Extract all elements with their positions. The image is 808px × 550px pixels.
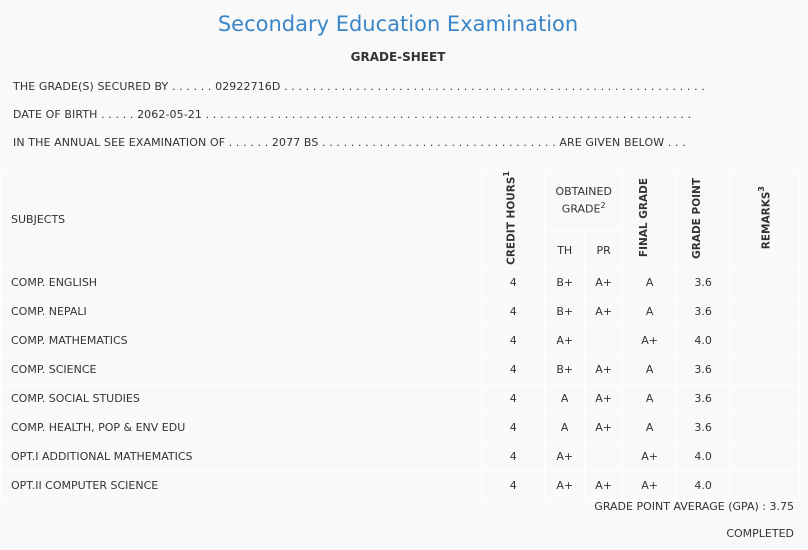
cell-remarks bbox=[729, 354, 800, 385]
cell-pr bbox=[584, 441, 624, 472]
header-subjects: SUBJECTS bbox=[0, 170, 483, 269]
cell-point: 3.6 bbox=[676, 354, 731, 385]
table-row: COMP. SCIENCE 4 B+ A+ A 3.6 bbox=[0, 354, 800, 385]
cell-subject: COMP. HEALTH, POP & ENV EDU bbox=[0, 412, 483, 443]
cell-final: A bbox=[622, 354, 678, 385]
cell-th: A+ bbox=[544, 325, 586, 356]
cell-remarks bbox=[729, 441, 800, 472]
cell-credit: 4 bbox=[481, 412, 546, 443]
header-final-grade: FINAL GRADE bbox=[622, 170, 678, 269]
secured-by-line: THE GRADE(S) SECURED BY . . . . . . 0292… bbox=[13, 80, 705, 93]
cell-th: A+ bbox=[544, 441, 586, 472]
cell-th: A bbox=[544, 412, 586, 443]
cell-point: 3.6 bbox=[676, 412, 731, 443]
cell-point: 3.6 bbox=[676, 267, 731, 298]
header-grade-point: GRADE POINT bbox=[676, 170, 731, 269]
cell-point: 3.6 bbox=[676, 383, 731, 414]
cell-th: B+ bbox=[544, 354, 586, 385]
cell-point: 4.0 bbox=[676, 325, 731, 356]
cell-final: A+ bbox=[622, 325, 678, 356]
table-row: COMP. SOCIAL STUDIES 4 A A+ A 3.6 bbox=[0, 383, 800, 414]
exam-line: IN THE ANNUAL SEE EXAMINATION OF . . . .… bbox=[13, 136, 686, 149]
cell-credit: 4 bbox=[481, 296, 546, 327]
cell-final: A bbox=[622, 296, 678, 327]
cell-pr: A+ bbox=[584, 354, 624, 385]
cell-pr: A+ bbox=[584, 383, 624, 414]
table-row: COMP. HEALTH, POP & ENV EDU 4 A A+ A 3.6 bbox=[0, 412, 800, 443]
cell-point: 4.0 bbox=[676, 470, 731, 501]
header-obtained-grade: OBTAINED GRADE2 bbox=[544, 169, 624, 233]
exam-title: Secondary Education Examination bbox=[217, 12, 579, 36]
table-row: OPT.II COMPUTER SCIENCE 4 A+ A+ A+ 4.0 bbox=[0, 470, 800, 501]
cell-subject: COMP. SOCIAL STUDIES bbox=[0, 383, 483, 414]
table-row: COMP. ENGLISH 4 B+ A+ A 3.6 bbox=[0, 267, 800, 298]
cell-remarks bbox=[729, 383, 800, 414]
cell-subject: OPT.I ADDITIONAL MATHEMATICS bbox=[0, 441, 483, 472]
cell-subject: COMP. MATHEMATICS bbox=[0, 325, 483, 356]
cell-subject: COMP. NEPALI bbox=[0, 296, 483, 327]
cell-point: 4.0 bbox=[676, 441, 731, 472]
cell-credit: 4 bbox=[481, 470, 546, 501]
header-th: TH bbox=[544, 231, 586, 269]
cell-final: A bbox=[622, 267, 678, 298]
cell-pr: A+ bbox=[584, 267, 624, 298]
cell-remarks bbox=[729, 325, 800, 356]
cell-remarks bbox=[729, 267, 800, 298]
header-pr: PR bbox=[584, 231, 624, 269]
cell-th: A+ bbox=[544, 470, 586, 501]
table-row: COMP. MATHEMATICS 4 A+ A+ 4.0 bbox=[0, 325, 800, 356]
cell-credit: 4 bbox=[481, 267, 546, 298]
cell-subject: COMP. SCIENCE bbox=[0, 354, 483, 385]
cell-subject: COMP. ENGLISH bbox=[0, 267, 483, 298]
result-status: COMPLETED bbox=[726, 527, 794, 540]
cell-remarks bbox=[729, 296, 800, 327]
header-remarks: REMARKS3 bbox=[729, 170, 800, 269]
cell-final: A bbox=[622, 412, 678, 443]
grade-table: SUBJECTS CREDIT HOURS1 OBTAINED GRADE2 F… bbox=[0, 169, 800, 501]
cell-credit: 4 bbox=[481, 325, 546, 356]
cell-credit: 4 bbox=[481, 383, 546, 414]
cell-pr: A+ bbox=[584, 296, 624, 327]
cell-credit: 4 bbox=[481, 354, 546, 385]
cell-pr: A+ bbox=[584, 470, 624, 501]
gpa-text: GRADE POINT AVERAGE (GPA) : 3.75 bbox=[594, 500, 794, 513]
dob-line: DATE OF BIRTH . . . . . 2062-05-21 . . .… bbox=[13, 108, 692, 121]
cell-th: B+ bbox=[544, 267, 586, 298]
table-row: OPT.I ADDITIONAL MATHEMATICS 4 A+ A+ 4.0 bbox=[0, 441, 800, 472]
cell-credit: 4 bbox=[481, 441, 546, 472]
cell-final: A+ bbox=[622, 441, 678, 472]
cell-point: 3.6 bbox=[676, 296, 731, 327]
cell-th: A bbox=[544, 383, 586, 414]
cell-remarks bbox=[729, 470, 800, 501]
cell-pr bbox=[584, 325, 624, 356]
cell-subject: OPT.II COMPUTER SCIENCE bbox=[0, 470, 483, 501]
header-credit-hours: CREDIT HOURS1 bbox=[481, 170, 546, 269]
cell-final: A+ bbox=[622, 470, 678, 501]
cell-remarks bbox=[729, 412, 800, 443]
grade-sheet-heading: GRADE-SHEET bbox=[350, 50, 446, 64]
cell-pr: A+ bbox=[584, 412, 624, 443]
table-row: COMP. NEPALI 4 B+ A+ A 3.6 bbox=[0, 296, 800, 327]
cell-th: B+ bbox=[544, 296, 586, 327]
cell-final: A bbox=[622, 383, 678, 414]
